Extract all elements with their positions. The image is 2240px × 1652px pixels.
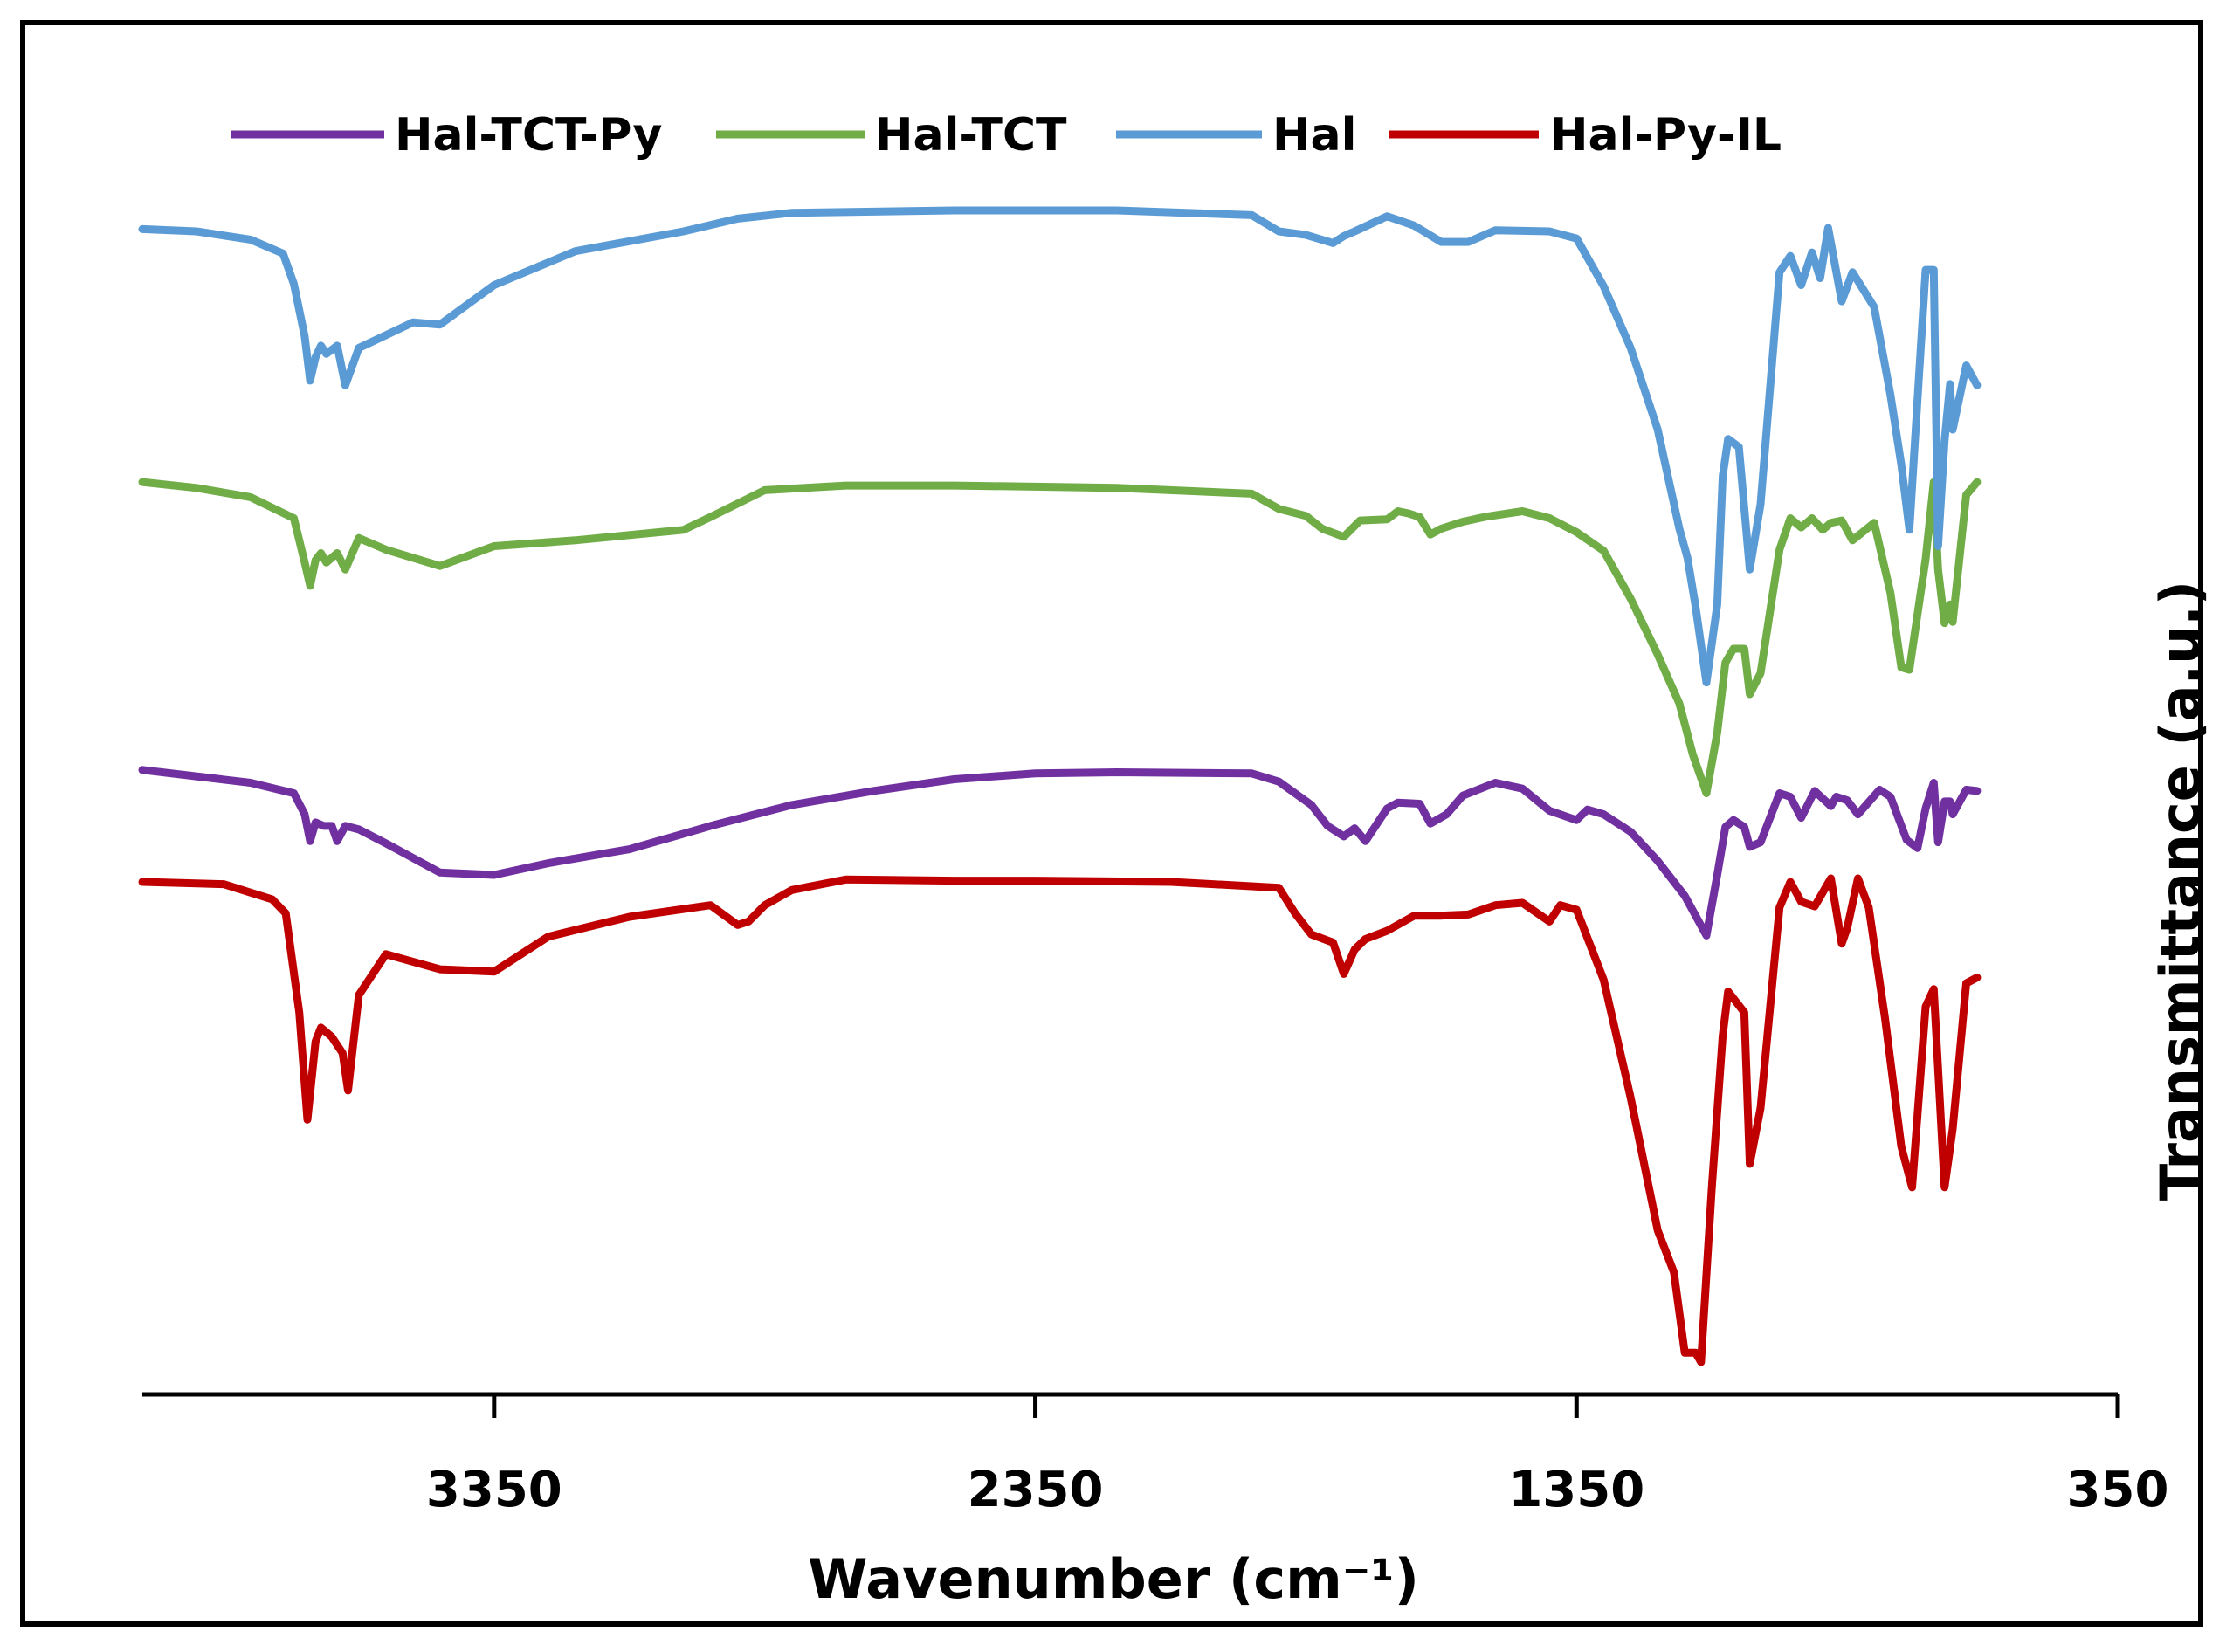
series-line-hal: [138, 206, 1982, 687]
legend-item: Hal-Py-IL: [1389, 109, 1782, 162]
legend-item: Hal-TCT-Py: [231, 109, 662, 162]
x-tick-label: 3350: [426, 1462, 562, 1518]
series-line-hal-py-il: [138, 874, 1982, 1366]
series-layer: [138, 206, 1982, 1366]
x-axis-ticks: 3350 2350 1350 350: [426, 1394, 2169, 1518]
legend-label: Hal-Py-IL: [1550, 109, 1782, 162]
series-line-hal-tct: [138, 478, 1982, 797]
legend-label: Hal-TCT-Py: [395, 109, 662, 162]
x-tick-label: 1350: [1508, 1462, 1644, 1518]
legend: Hal-TCT-Py Hal-TCT Hal Hal-Py-IL: [231, 109, 1782, 162]
x-tick-label: 2350: [968, 1462, 1104, 1518]
x-axis-title: Wavenumber (cm⁻¹): [808, 1547, 1419, 1611]
series-line-hal-tct-py: [138, 766, 1982, 940]
x-tick-label: 350: [2067, 1462, 2169, 1518]
legend-item: Hal-TCT: [716, 109, 1067, 162]
legend-label: Hal-TCT: [875, 109, 1067, 162]
y-axis-title: Transmittance (a.u.): [2148, 581, 2212, 1201]
legend-label: Hal: [1272, 109, 1356, 162]
legend-item: Hal: [1116, 109, 1356, 162]
